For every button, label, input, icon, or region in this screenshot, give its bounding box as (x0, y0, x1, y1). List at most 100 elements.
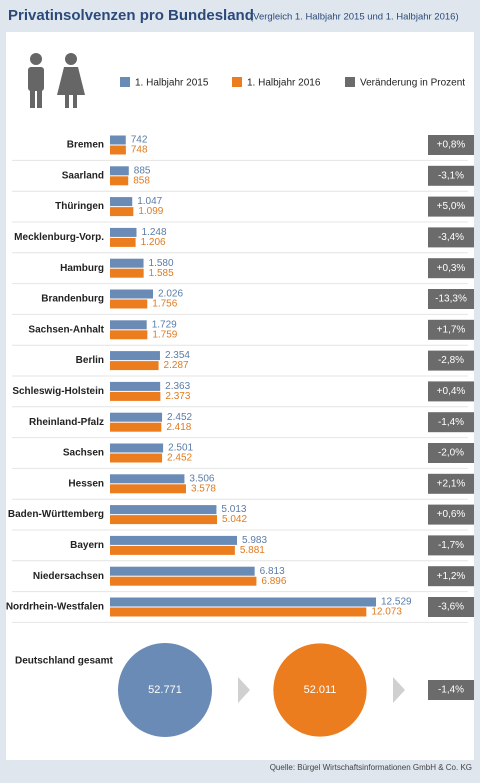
change-label: +5,0% (437, 201, 466, 212)
change-box (428, 319, 474, 340)
bar (110, 535, 238, 545)
value-label: 748 (131, 145, 148, 156)
category-label: Rheinland-Pfalz (29, 417, 104, 428)
value-label: 2.373 (165, 391, 190, 402)
bar (110, 453, 163, 463)
value-label: 742 (131, 135, 148, 146)
legend-label: 1. Halbjahr 2016 (247, 78, 321, 89)
change-label: -2,8% (438, 355, 464, 366)
value-label: 5.983 (242, 535, 267, 546)
change-label: -2,0% (438, 448, 464, 459)
change-label: -3,1% (438, 170, 464, 181)
change-label: -1,7% (438, 540, 464, 551)
change-box (428, 135, 474, 155)
chart-subtitle: (Vergleich 1. Halbjahr 2015 und 1. Halbj… (250, 12, 459, 23)
bar (110, 320, 147, 330)
panel (6, 32, 474, 760)
bar (110, 258, 144, 268)
change-box (428, 535, 474, 556)
category-label: Berlin (76, 355, 104, 366)
change-box (428, 443, 474, 463)
bar (110, 391, 161, 401)
legend-swatch (345, 77, 355, 87)
change-box (428, 566, 474, 587)
total-circle (118, 643, 212, 737)
category-label: Bayern (70, 540, 104, 551)
category-label: Bremen (67, 140, 104, 151)
bar (110, 207, 134, 217)
total-circle (273, 643, 367, 737)
bar (110, 176, 129, 186)
change-label: +0,6% (437, 509, 466, 520)
value-label: 885 (134, 165, 151, 176)
change-box (428, 597, 474, 617)
bar (110, 515, 218, 525)
change-label: -13,3% (435, 294, 467, 305)
chart-title: Privatinsolvenzen pro Bundesland (8, 7, 254, 24)
value-label: 3.578 (191, 483, 216, 494)
value-label: 1.759 (152, 329, 177, 340)
bar (110, 361, 159, 371)
category-label: Sachsen (63, 448, 104, 459)
bar (110, 422, 162, 432)
category-label: Schleswig-Holstein (12, 386, 104, 397)
bar (110, 268, 144, 278)
value-label: 1.206 (141, 237, 166, 248)
bar (110, 351, 160, 361)
bar (110, 474, 185, 484)
value-label: 2.452 (167, 412, 192, 423)
change-box (428, 350, 474, 371)
bar (110, 381, 161, 391)
legend-swatch (120, 77, 130, 87)
bar (110, 607, 367, 617)
change-box (428, 227, 474, 248)
change-box (428, 289, 474, 309)
value-label: 2.418 (166, 422, 191, 433)
change-label: +2,1% (437, 478, 466, 489)
category-label: Baden-Württemberg (8, 509, 104, 520)
change-label: +0,3% (437, 263, 466, 274)
bar (110, 299, 148, 309)
value-label: 12.073 (371, 607, 402, 618)
value-label: 1.248 (141, 227, 166, 238)
value-label: 6.813 (260, 566, 285, 577)
category-label: Mecklenburg-Vorp. (14, 232, 104, 243)
change-box (428, 504, 474, 525)
change-label: -3,6% (438, 602, 464, 613)
value-label: 5.042 (222, 514, 247, 525)
value-label: 858 (133, 175, 150, 186)
legend-swatch (232, 77, 242, 87)
value-label: 2.501 (168, 443, 193, 454)
value-label: 2.287 (164, 360, 189, 371)
change-label: -1,4% (438, 417, 464, 428)
legend-label: Veränderung in Prozent (360, 78, 465, 89)
bar (110, 289, 154, 299)
value-label: 5.881 (240, 545, 265, 556)
bar (110, 484, 186, 494)
bar (110, 597, 376, 607)
bar (110, 566, 255, 576)
bar (110, 166, 129, 176)
bar (110, 227, 137, 237)
category-label: Thüringen (55, 201, 104, 212)
category-label: Brandenburg (41, 294, 104, 305)
bar (110, 412, 163, 422)
value-label: 1.580 (149, 258, 174, 269)
change-label: +1,2% (437, 571, 466, 582)
value-label: 2.452 (167, 453, 192, 464)
source: Quelle: Bürgel Wirtschaftsinformationen … (270, 763, 472, 772)
category-label: Nordrhein-Westfalen (6, 602, 104, 613)
value-label: 5.013 (221, 504, 246, 515)
bar (110, 576, 257, 586)
bar (110, 545, 235, 555)
bar (110, 197, 133, 207)
bar (110, 237, 136, 247)
category-label: Hamburg (60, 263, 104, 274)
category-label: Hessen (68, 478, 104, 489)
bar (110, 135, 126, 145)
category-label: Niedersachsen (33, 571, 104, 582)
value-label: 1.585 (149, 268, 174, 279)
value-label: 12.529 (381, 597, 412, 608)
